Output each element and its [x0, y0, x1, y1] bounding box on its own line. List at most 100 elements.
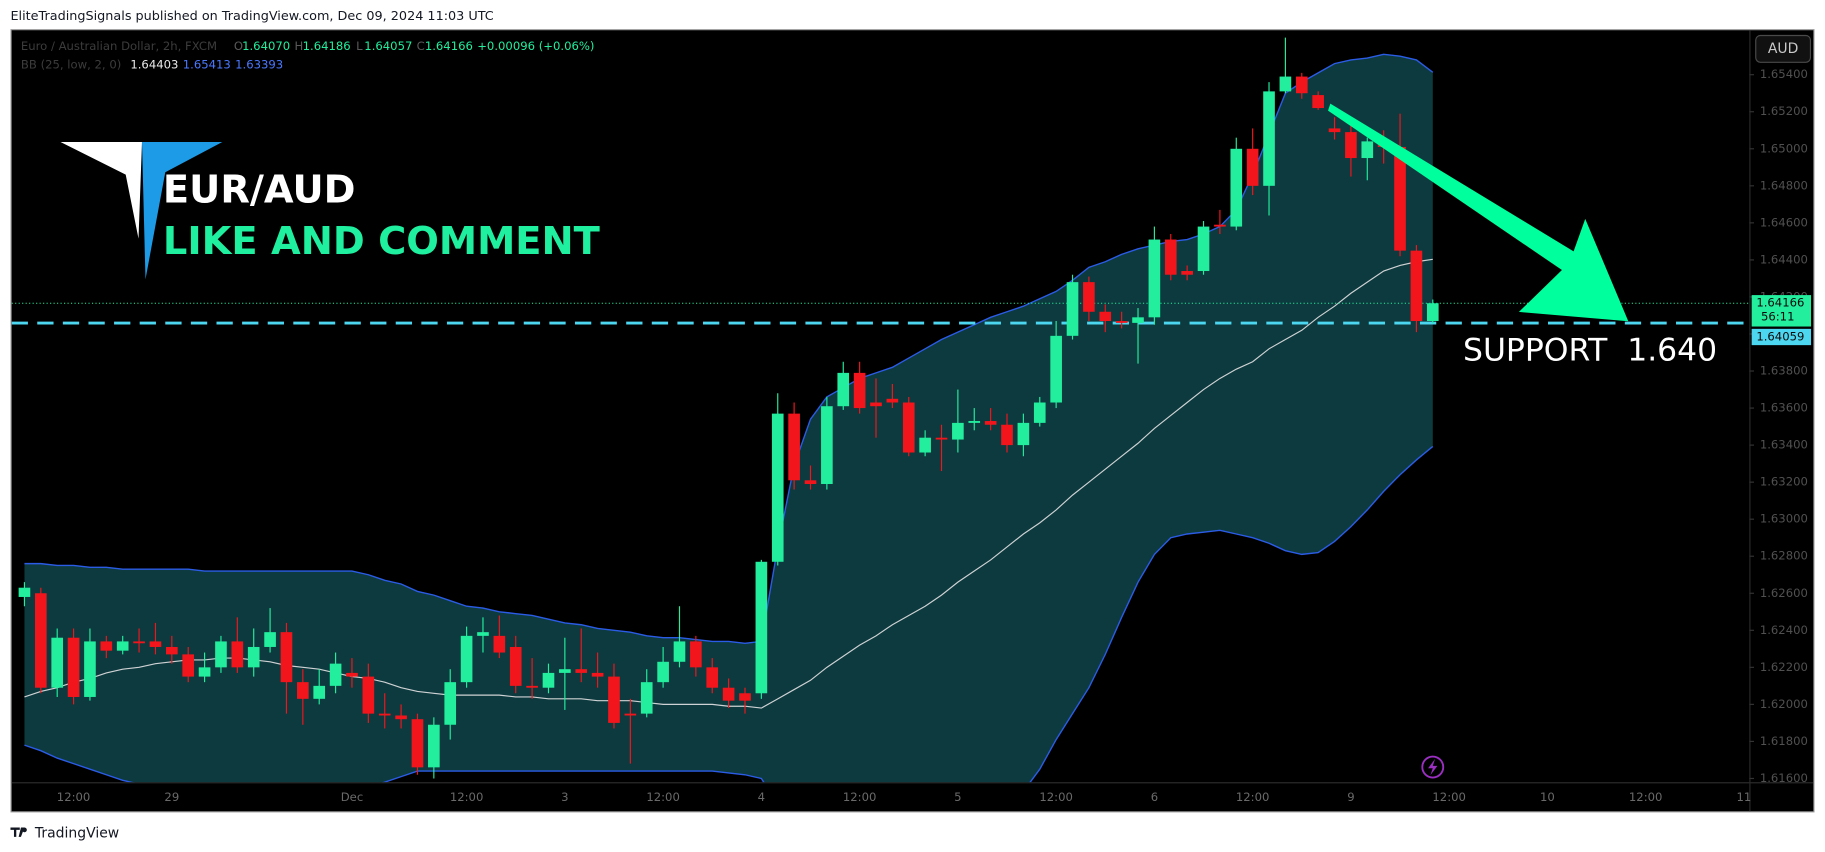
candle-body — [395, 715, 407, 720]
legend-value: 1.64070 — [242, 39, 290, 53]
candle-body — [1312, 95, 1324, 109]
legend-value: 1.64186 — [303, 39, 351, 53]
candle-body — [1328, 128, 1341, 133]
candle-body — [166, 646, 178, 655]
logo-title: EUR/AUD — [163, 168, 356, 213]
candle-body — [821, 406, 833, 484]
candle-body — [690, 641, 702, 668]
candle-body — [477, 632, 489, 636]
currency-button[interactable] — [1755, 34, 1812, 63]
y-tick-label: 1.63000 — [1760, 512, 1808, 526]
footer-brand: TradingView — [34, 825, 119, 841]
x-tick-label: 10 — [1540, 790, 1555, 804]
candle-body — [346, 672, 358, 677]
legend-value: 1.64057 — [364, 39, 412, 53]
candle-body — [1394, 146, 1406, 251]
candle-body — [853, 372, 866, 409]
candle-body — [624, 713, 637, 716]
x-tick-label: 12:00 — [1039, 790, 1073, 804]
indicator-value: 1.65413 — [183, 58, 231, 72]
candle-body — [1279, 76, 1292, 92]
y-tick-label: 1.62400 — [1760, 623, 1808, 637]
candle-body — [1295, 76, 1308, 94]
x-tick-label: 11 — [1737, 790, 1752, 804]
candle-body — [902, 402, 915, 453]
candle-body — [608, 676, 620, 723]
candle-body — [870, 402, 882, 407]
candle-body — [264, 632, 276, 647]
candle-body — [1246, 148, 1259, 186]
candle-body — [1132, 317, 1144, 323]
candle-body — [673, 641, 686, 662]
y-tick-label: 1.61800 — [1760, 734, 1808, 748]
candle-body — [329, 663, 342, 686]
candle-body — [1148, 239, 1161, 318]
candle-body — [984, 421, 997, 425]
x-tick-label: 6 — [1151, 790, 1158, 804]
y-tick-label: 1.62000 — [1760, 697, 1808, 711]
candle-body — [722, 687, 735, 701]
y-tick-label: 1.63200 — [1760, 475, 1808, 489]
candle-body — [215, 641, 227, 668]
logo-subtitle: LIKE AND COMMENT — [163, 219, 600, 264]
candle-body — [411, 719, 424, 768]
y-tick-label: 1.63400 — [1760, 438, 1808, 452]
candle-body — [1050, 335, 1062, 403]
candle-body — [247, 646, 260, 668]
candle-body — [1164, 239, 1177, 275]
candle-body — [84, 641, 96, 697]
candle-body — [313, 685, 326, 699]
candle-body — [919, 437, 931, 453]
candle-body — [1361, 141, 1374, 159]
candle-body — [526, 685, 538, 688]
candle-body — [149, 641, 162, 647]
candle-body — [182, 654, 195, 677]
candle-body — [297, 682, 309, 699]
legend-letter: O — [234, 39, 243, 53]
x-tick-label: 29 — [164, 790, 179, 804]
x-tick-label: 4 — [758, 790, 765, 804]
y-tick-label: 1.65400 — [1760, 67, 1808, 81]
candle-body — [51, 637, 64, 688]
support-annotation: SUPPORT 1.640 — [1463, 333, 1717, 369]
y-tick-label: 1.63800 — [1760, 364, 1808, 378]
overlay: EUR/AUD LIKE AND COMMENT SUPPORT 1.640 A… — [10, 34, 1812, 841]
y-tick-label: 1.62800 — [1760, 549, 1808, 563]
indicator-name: BB (25, low, 2, 0) — [21, 58, 121, 72]
y-tick-label: 1.65200 — [1760, 104, 1808, 118]
legend-letter: H — [294, 39, 303, 53]
indicator-value: 1.64403 — [130, 58, 178, 72]
support-price-label: 1.64059 — [1756, 329, 1804, 343]
x-tick-label: 5 — [954, 790, 961, 804]
candle-body — [460, 635, 473, 683]
x-tick-label: 9 — [1347, 790, 1354, 804]
candle-body — [1263, 91, 1275, 186]
x-tick-label: 12:00 — [1629, 790, 1663, 804]
legend-change: +0.00096 (+0.06%) — [477, 39, 594, 53]
legend-value: 1.64166 — [425, 39, 473, 53]
currency-label: AUD — [1768, 41, 1799, 57]
candle-body — [378, 713, 391, 716]
candle-body — [1115, 321, 1128, 323]
candle-body — [1083, 282, 1095, 312]
x-tick-label: 12:00 — [843, 790, 877, 804]
candle-body — [1181, 271, 1193, 275]
candle-body — [739, 693, 751, 701]
footer-logo — [10, 827, 27, 837]
candle-body — [1410, 250, 1423, 322]
candle-body — [657, 661, 669, 683]
replay-icon[interactable] — [1421, 755, 1445, 779]
y-tick-label: 1.64800 — [1760, 178, 1808, 192]
legend-letter: L — [356, 39, 363, 53]
arrow-drawing — [1328, 103, 1629, 322]
y-tick-label: 1.64400 — [1760, 252, 1808, 266]
x-tick-label: 12:00 — [57, 790, 91, 804]
candle-body — [591, 672, 604, 677]
candle-body — [100, 641, 113, 651]
y-tick-label: 1.65000 — [1760, 141, 1808, 155]
candle-body — [1214, 224, 1226, 227]
countdown: 56:11 — [1761, 310, 1795, 324]
candle-body — [804, 480, 817, 484]
candle-body — [133, 641, 145, 644]
